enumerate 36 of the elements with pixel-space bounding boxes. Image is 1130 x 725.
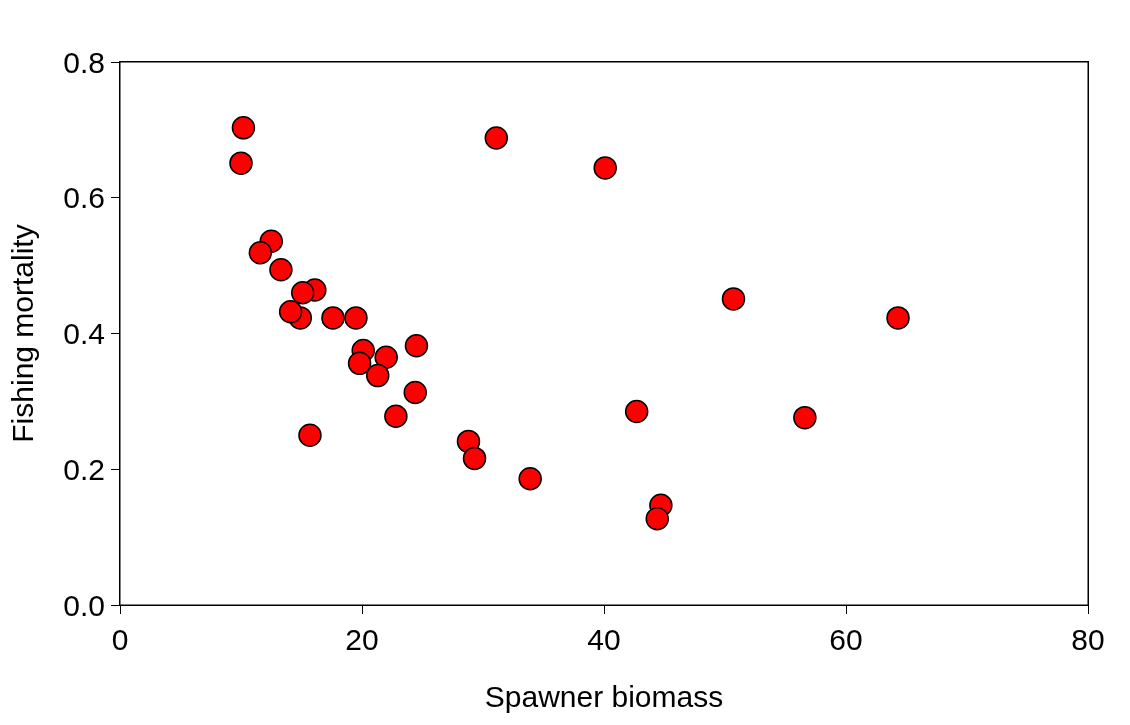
point [344,306,368,330]
point [229,151,253,175]
point [404,333,429,358]
point [374,345,398,369]
point [231,116,256,140]
y-tick-label: 0.4 [63,317,105,350]
x-tick-label: 40 [587,623,621,656]
point [365,363,390,388]
y-tick-label: 0.2 [63,452,105,486]
point [484,126,509,150]
point [462,446,487,471]
point [321,306,345,330]
point [593,156,617,180]
point [298,423,322,448]
point [721,287,746,311]
point [269,257,293,282]
y-tick-label: 0.0 [63,588,105,622]
x-axis-title: Spawner biomass [484,679,724,713]
y-tick-label: 0.6 [63,181,105,215]
x-tick-label: 80 [1071,623,1105,656]
point [384,404,408,429]
y-tick-label: 0.8 [63,45,105,79]
point [624,399,649,424]
point [290,281,315,305]
point [645,507,669,531]
point [347,351,372,376]
point [793,405,817,430]
point [278,300,303,324]
x-tick-label: 0 [111,623,129,656]
point [248,240,273,265]
point [518,467,542,491]
x-tick-label: 60 [829,623,863,656]
y-axis-title: Fishing mortality [6,224,40,443]
point [403,380,427,405]
x-tick-label: 20 [345,623,379,656]
point [886,306,910,330]
